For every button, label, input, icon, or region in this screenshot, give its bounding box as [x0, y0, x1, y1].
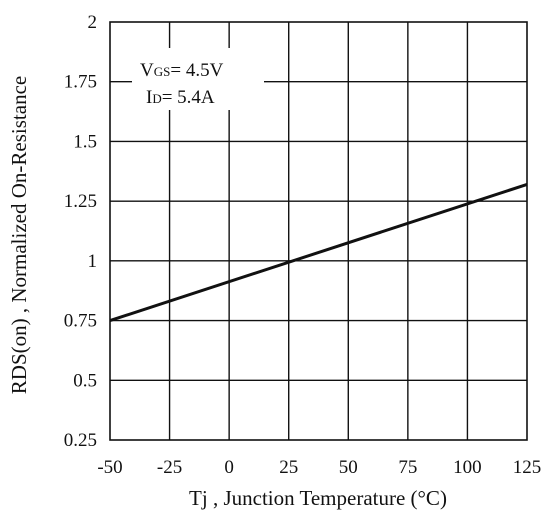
annotation-vgs: VGS= 4.5V: [140, 60, 224, 81]
y-tick-label: 1.75: [64, 72, 97, 93]
annotation-vgs-sub: GS: [154, 64, 171, 79]
y-tick-labels: 0.25 0.5 0.75 1 1.25 1.5 1.75 2: [64, 12, 97, 451]
annotation-id-main: I: [146, 87, 152, 108]
annotation-id: ID= 5.4A: [146, 87, 215, 108]
series-group: [109, 182, 528, 322]
y-tick-label: 0.25: [64, 430, 97, 451]
annotation-id-value: = 5.4A: [162, 87, 215, 108]
x-tick-label: 75: [398, 457, 417, 478]
y-tick-label: 1.5: [73, 131, 97, 152]
y-axis-title: RDS(on) , Normalized On-Resistance: [7, 76, 31, 394]
x-tick-label: 125: [513, 457, 542, 478]
x-tick-labels: -50 -25 0 25 50 75 100 125: [97, 457, 541, 478]
y-tick-label: 0.75: [64, 311, 97, 332]
annotation-vgs-main: V: [140, 60, 154, 81]
x-tick-label: -25: [157, 457, 182, 478]
x-axis-title: Tj , Junction Temperature (°C): [189, 486, 447, 510]
plot-frame: [109, 21, 528, 441]
y-tick-label: 0.5: [73, 370, 97, 391]
x-tick-label: 100: [453, 457, 482, 478]
x-tick-label: -50: [97, 457, 122, 478]
annotation-id-sub: D: [152, 91, 161, 106]
series-line: [109, 182, 528, 322]
x-tick-label: 25: [279, 457, 298, 478]
y-tick-label: 1: [88, 251, 98, 272]
annotation-box: VGS= 4.5V ID= 5.4A: [132, 48, 264, 110]
y-tick-label: 1.25: [64, 191, 97, 212]
x-tick-label: 0: [224, 457, 234, 478]
annotation-vgs-value: = 4.5V: [170, 60, 223, 81]
y-tick-label: 2: [88, 12, 98, 33]
x-tick-label: 50: [339, 457, 358, 478]
